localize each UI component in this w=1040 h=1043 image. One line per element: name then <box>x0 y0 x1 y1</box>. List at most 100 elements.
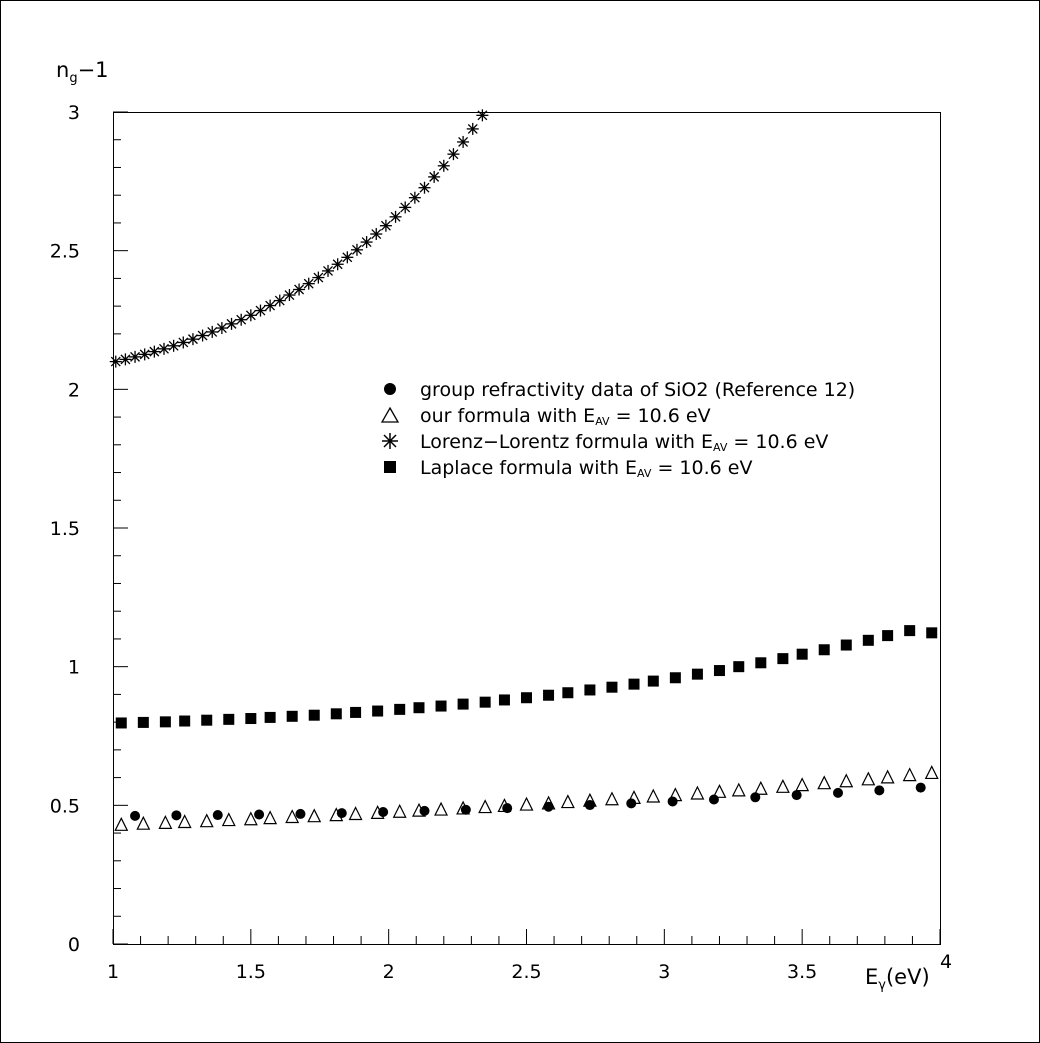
data-point-star <box>331 258 344 271</box>
data-point-square <box>840 639 852 651</box>
data-point-circle <box>171 810 182 821</box>
data-point-star <box>379 219 392 232</box>
data-point-triangle <box>668 787 683 802</box>
data-point-star <box>264 299 277 312</box>
data-point-square <box>733 661 745 673</box>
y-axis-label-rest: −1 <box>78 58 109 82</box>
data-point-star <box>408 191 421 204</box>
data-point-star <box>167 339 180 352</box>
data-point-star <box>138 348 151 361</box>
data-point-star <box>186 333 199 346</box>
data-point-star <box>447 148 460 161</box>
data-point-triangle <box>646 788 661 803</box>
legend-text-our-formula-sub: AV <box>595 415 610 428</box>
data-point-square <box>159 716 171 728</box>
data-point-square <box>413 702 425 714</box>
data-point-triangle <box>775 778 790 793</box>
data-point-triangle <box>434 801 449 816</box>
legend-text-laplace-post: = 10.6 eV <box>651 457 752 479</box>
x-tick-label: 3 <box>658 961 670 983</box>
data-point-square <box>818 644 830 656</box>
legend-text-lorenz-post: = 10.6 eV <box>727 431 828 453</box>
data-point-triangle <box>861 771 876 786</box>
data-point-square <box>628 678 640 690</box>
data-point-square <box>330 708 342 720</box>
data-point-triangle <box>497 798 512 813</box>
y-tick-label: 1 <box>68 657 80 679</box>
legend-text-lorenz-sub: AV <box>713 441 728 454</box>
y-axis-label: ng−1 <box>56 58 109 86</box>
legend-marker-square <box>384 461 396 473</box>
data-point-triangle <box>604 791 619 806</box>
data-point-square <box>755 657 767 669</box>
data-point-triangle <box>158 815 173 829</box>
legend-text-our-formula-post: = 10.6 eV <box>610 405 711 427</box>
data-point-circle <box>254 809 265 820</box>
data-point-square <box>435 700 447 712</box>
data-point-triangle <box>307 808 322 823</box>
data-point-triangle <box>817 775 832 790</box>
legend-marker-circle <box>384 383 396 395</box>
data-point-star <box>148 345 161 358</box>
data-point-square <box>457 698 469 710</box>
y-tick-label: 1.5 <box>50 518 80 540</box>
legend-text-lorenz-pre: Lorenz−Lorentz formula with E <box>420 431 713 453</box>
legend-text-laplace-sub: AV <box>637 467 652 480</box>
data-point-triangle <box>880 769 895 784</box>
x-tick-label: 4 <box>940 951 952 973</box>
data-point-square <box>179 715 191 727</box>
x-tick-label: 1.5 <box>236 961 266 983</box>
x-axis-label: Eγ(eV) <box>865 965 930 993</box>
data-point-star <box>273 294 286 307</box>
data-point-square <box>201 714 213 726</box>
series-layer <box>109 109 939 831</box>
data-point-star <box>341 251 354 264</box>
y-tick-label: 2.5 <box>50 241 80 263</box>
data-point-star <box>283 289 296 302</box>
legend-text-lorenz: Lorenz−Lorentz formula with EAV = 10.6 e… <box>420 431 828 454</box>
legend-marker-triangle <box>380 406 400 423</box>
data-point-triangle <box>114 816 129 831</box>
legend-text-data: group refractivity data of SiO2 (Referen… <box>420 379 855 401</box>
x-axis-label-rest: (eV) <box>886 965 930 989</box>
data-point-triangle <box>519 796 534 811</box>
data-point-circle <box>212 810 223 821</box>
data-point-square <box>713 665 725 677</box>
x-tick-label: 2 <box>383 961 395 983</box>
legend: group refractivity data of SiO2 (Referen… <box>380 379 855 480</box>
data-point-triangle <box>560 794 575 809</box>
data-point-triangle <box>348 806 363 821</box>
data-point-star <box>244 309 257 322</box>
data-point-circle <box>295 808 306 819</box>
data-point-star <box>466 122 479 135</box>
data-point-square <box>479 696 491 708</box>
data-point-star <box>350 243 363 256</box>
data-point-triangle <box>370 805 385 819</box>
data-point-square <box>223 713 235 725</box>
data-point-star <box>437 159 450 172</box>
data-point-circle <box>833 787 844 798</box>
x-tick-label: 3.5 <box>787 961 817 983</box>
legend-text-laplace-pre: Laplace formula with E <box>420 457 637 479</box>
data-point-square <box>372 705 384 717</box>
x-tick-label: 2.5 <box>511 961 541 983</box>
data-point-circle <box>584 800 595 811</box>
data-point-star <box>129 350 142 363</box>
data-point-triangle <box>221 812 236 827</box>
data-point-star <box>225 317 238 330</box>
data-point-square <box>394 703 406 715</box>
data-point-triangle <box>839 773 854 788</box>
data-point-star <box>428 170 441 183</box>
data-point-star <box>157 342 170 355</box>
data-point-square <box>498 694 510 706</box>
data-point-circle <box>874 785 885 796</box>
y-axis-label-sub: g <box>69 71 77 86</box>
data-point-triangle <box>243 811 258 826</box>
data-point-star <box>360 236 373 249</box>
data-point-star <box>399 201 412 214</box>
y-tick-label: 0 <box>68 934 80 956</box>
data-point-square <box>264 711 276 723</box>
data-point-triangle <box>582 792 597 807</box>
data-point-square <box>521 692 532 704</box>
